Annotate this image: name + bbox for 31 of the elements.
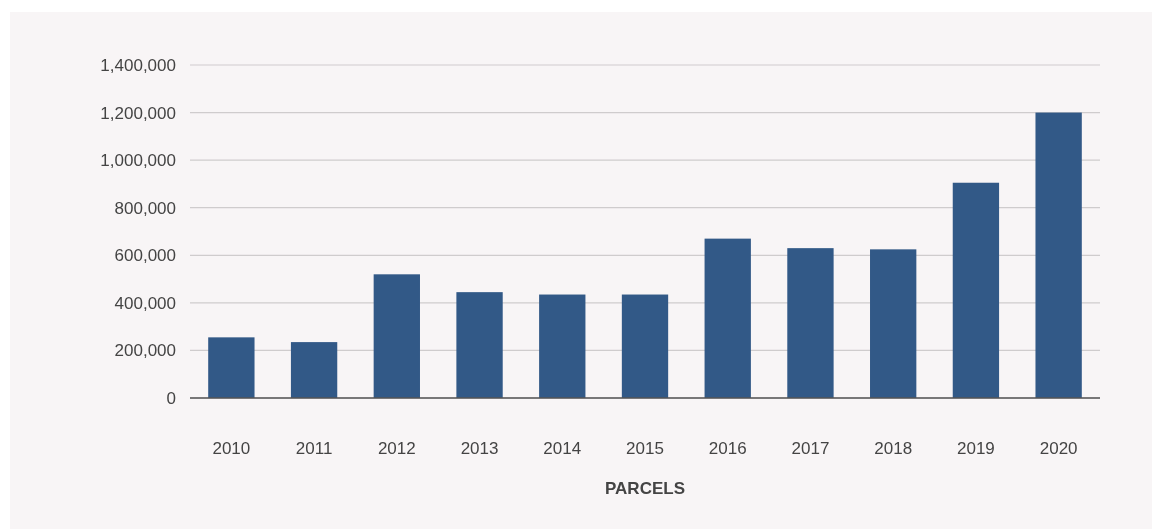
x-tick-label: 2015 [626, 438, 664, 458]
bar [456, 292, 503, 398]
bar [1035, 112, 1082, 398]
y-tick-label: 1,400,000 [100, 55, 176, 75]
bar [621, 294, 669, 398]
y-tick-label: 1,000,000 [100, 151, 176, 171]
x-tick-label: 2020 [1039, 438, 1078, 458]
y-tick-label: 600,000 [114, 246, 176, 266]
bar [704, 238, 751, 398]
x-tick-label: 2012 [377, 438, 416, 458]
x-tick-label: 2019 [957, 438, 995, 458]
bar [539, 294, 586, 398]
x-tick-label: 2016 [708, 438, 747, 458]
x-tick-label: 2017 [791, 438, 830, 458]
y-tick-label: 0 [166, 388, 176, 408]
x-tick-label: 2014 [543, 438, 582, 458]
x-tick-label: 2013 [460, 438, 499, 458]
bar [787, 248, 834, 398]
x-tick-label: 2011 [295, 438, 333, 458]
bar [208, 337, 255, 398]
y-tick-label: 400,000 [114, 293, 176, 313]
bar [373, 274, 420, 398]
bar [952, 182, 1000, 398]
y-tick-label: 200,000 [114, 341, 176, 361]
y-tick-label: 800,000 [114, 198, 176, 218]
y-tick-label: 1,200,000 [100, 103, 176, 123]
x-tick-label: 2018 [874, 438, 913, 458]
x-axis-title: PARCELS [605, 478, 685, 498]
bar [290, 342, 338, 398]
x-tick-label: 2010 [212, 438, 251, 458]
bar [870, 249, 917, 398]
